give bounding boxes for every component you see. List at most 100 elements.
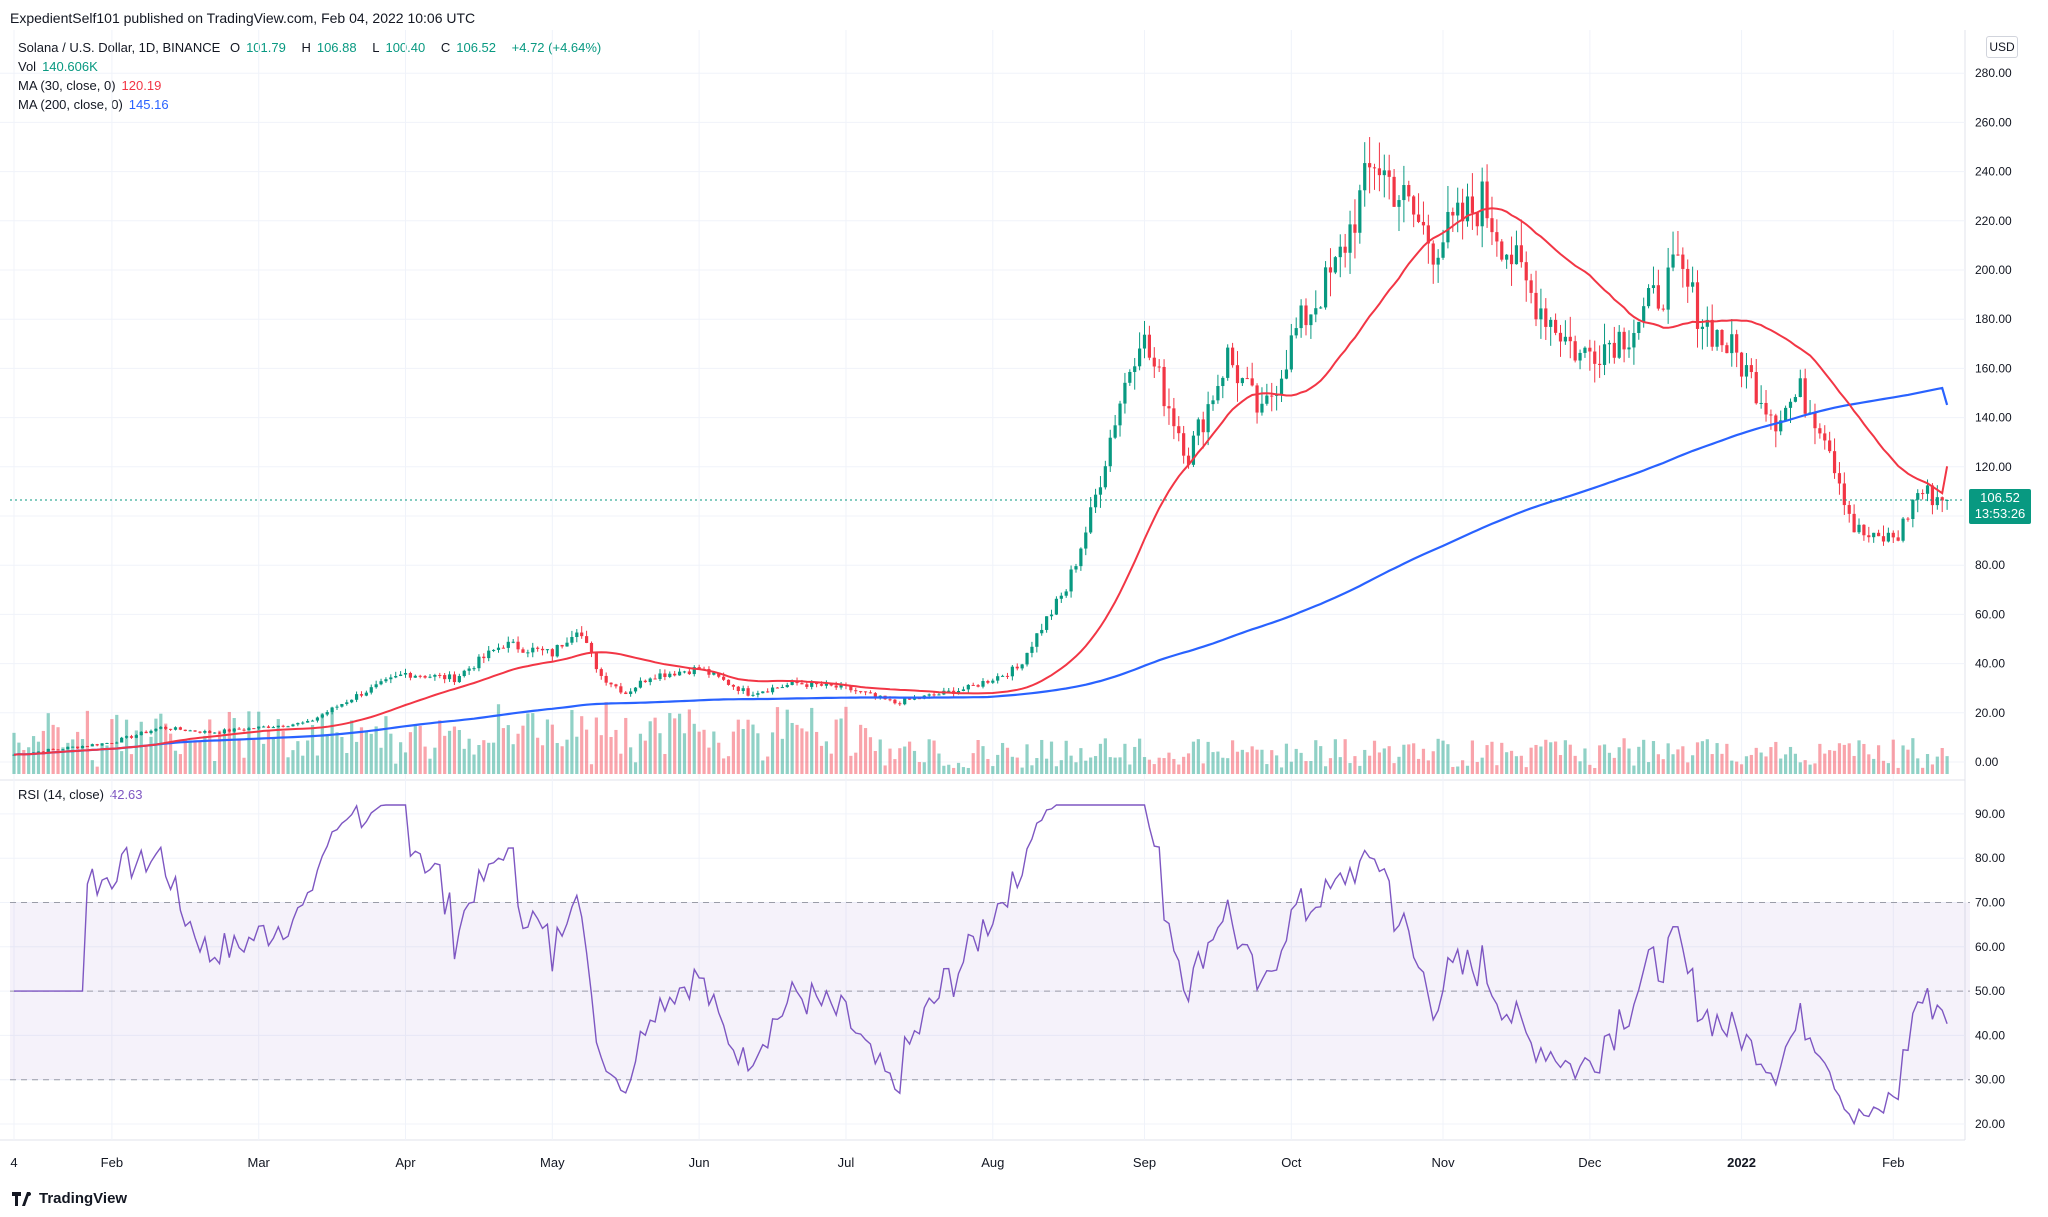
time-tick-label: Sep <box>1133 1155 1156 1170</box>
time-tick-label: 4 <box>10 1155 17 1170</box>
volume-bar <box>330 710 334 774</box>
volume-bar <box>1891 739 1895 774</box>
volume-bar <box>1847 743 1851 774</box>
candle-body <box>888 699 892 701</box>
symbol-row: Solana / U.S. Dollar, 1D, BINANCE O 101.7… <box>18 38 607 57</box>
volume-bar <box>883 765 887 774</box>
volume-bar <box>350 720 354 774</box>
volume-bar <box>1152 764 1156 774</box>
candle-body <box>947 690 951 692</box>
candle-body <box>1842 483 1846 506</box>
ma30-label[interactable]: MA (30, close, 0) <box>18 78 116 93</box>
candle-body <box>1549 319 1553 327</box>
volume-bar <box>839 718 843 774</box>
candle-body <box>369 687 373 693</box>
candle-body <box>1113 425 1117 438</box>
volume-bar <box>1676 749 1680 774</box>
candle-body <box>624 692 628 695</box>
volume-bar <box>369 733 373 774</box>
volume-bar <box>1651 741 1656 774</box>
volume-bar <box>638 733 643 774</box>
candle-body <box>1093 494 1098 508</box>
volume-bar <box>1598 745 1602 774</box>
currency-button[interactable]: USD <box>1986 36 2018 58</box>
ma200-label[interactable]: MA (200, close, 0) <box>18 97 123 112</box>
candle-body <box>1250 378 1254 386</box>
volume-bar <box>208 719 212 774</box>
price-tick-label: 200.00 <box>1975 263 2012 277</box>
candle-body <box>413 675 417 678</box>
volume-bar <box>1480 757 1484 774</box>
time-tick-label: Nov <box>1431 1155 1455 1170</box>
volume-bar <box>1000 742 1005 774</box>
volume-bar <box>1230 740 1235 774</box>
volume-bar <box>1691 755 1695 774</box>
candle-body <box>359 694 364 696</box>
volume-bar <box>1671 754 1675 774</box>
volume-bar <box>477 744 481 774</box>
volume-bar <box>932 740 936 774</box>
candle-body <box>1441 242 1445 258</box>
candle-body <box>575 632 579 638</box>
volume-bar <box>501 728 505 774</box>
volume-bar <box>1764 756 1768 774</box>
volume-bar <box>90 760 94 774</box>
candle-body <box>203 730 207 733</box>
volume-bar <box>80 739 85 774</box>
candle-body <box>1837 473 1842 484</box>
volume-bar <box>1730 760 1734 774</box>
volume-bar <box>917 761 921 774</box>
candle-body <box>1015 666 1019 669</box>
candle-body <box>800 683 804 685</box>
volume-bar <box>1930 764 1935 774</box>
candle-body <box>1916 493 1920 500</box>
volume-bar <box>560 746 564 774</box>
candle-body <box>208 730 212 734</box>
volume-bar <box>110 719 114 774</box>
volume-bar <box>1573 755 1577 774</box>
symbol-title[interactable]: Solana / U.S. Dollar, 1D, BINANCE <box>18 40 221 55</box>
volume-bar <box>810 707 814 774</box>
volume-bar <box>614 729 618 774</box>
volume-bar <box>1353 756 1357 774</box>
volume-bar <box>643 740 647 774</box>
candle-body <box>237 728 241 730</box>
rsi-title[interactable]: RSI (14, close) <box>18 787 104 802</box>
volume-bar <box>286 757 290 774</box>
candle-body <box>222 729 227 734</box>
price-tick-label: 220.00 <box>1975 214 2012 228</box>
volume-bar <box>912 750 917 774</box>
rsi-tick-label: 60.00 <box>1975 940 2005 954</box>
high-label: H <box>301 40 311 55</box>
volume-bar <box>1832 750 1837 774</box>
candle-body <box>687 671 691 675</box>
volume-bar <box>22 749 26 774</box>
time-tick-label: Feb <box>1882 1155 1904 1170</box>
volume-bar <box>438 720 442 774</box>
candle-body <box>399 674 403 676</box>
volume-bar <box>1436 738 1440 774</box>
volume-bar <box>1142 757 1147 774</box>
candle-body <box>1005 675 1010 677</box>
volume-bar <box>1377 752 1382 774</box>
candle-body <box>330 707 334 713</box>
time-tick-label: Mar <box>248 1155 271 1170</box>
volume-bar <box>1906 749 1910 774</box>
candle-body <box>1377 168 1382 176</box>
candle-body <box>496 647 501 650</box>
candle-body <box>1509 254 1514 265</box>
volume-bar <box>1759 752 1763 774</box>
volume-bar <box>1867 754 1871 774</box>
volume-label[interactable]: Vol <box>18 59 37 74</box>
volume-bar <box>873 750 877 774</box>
volume-bar <box>1304 761 1308 774</box>
candle-body <box>1123 382 1127 404</box>
price-tick-label: 120.00 <box>1975 460 2012 474</box>
candle-body <box>1921 493 1925 495</box>
candle-body <box>854 690 858 692</box>
candle-body <box>555 644 559 657</box>
volume-bar <box>1495 765 1499 774</box>
volume-bar <box>604 702 608 774</box>
tradingview-logo[interactable]: TradingView <box>12 1190 127 1207</box>
